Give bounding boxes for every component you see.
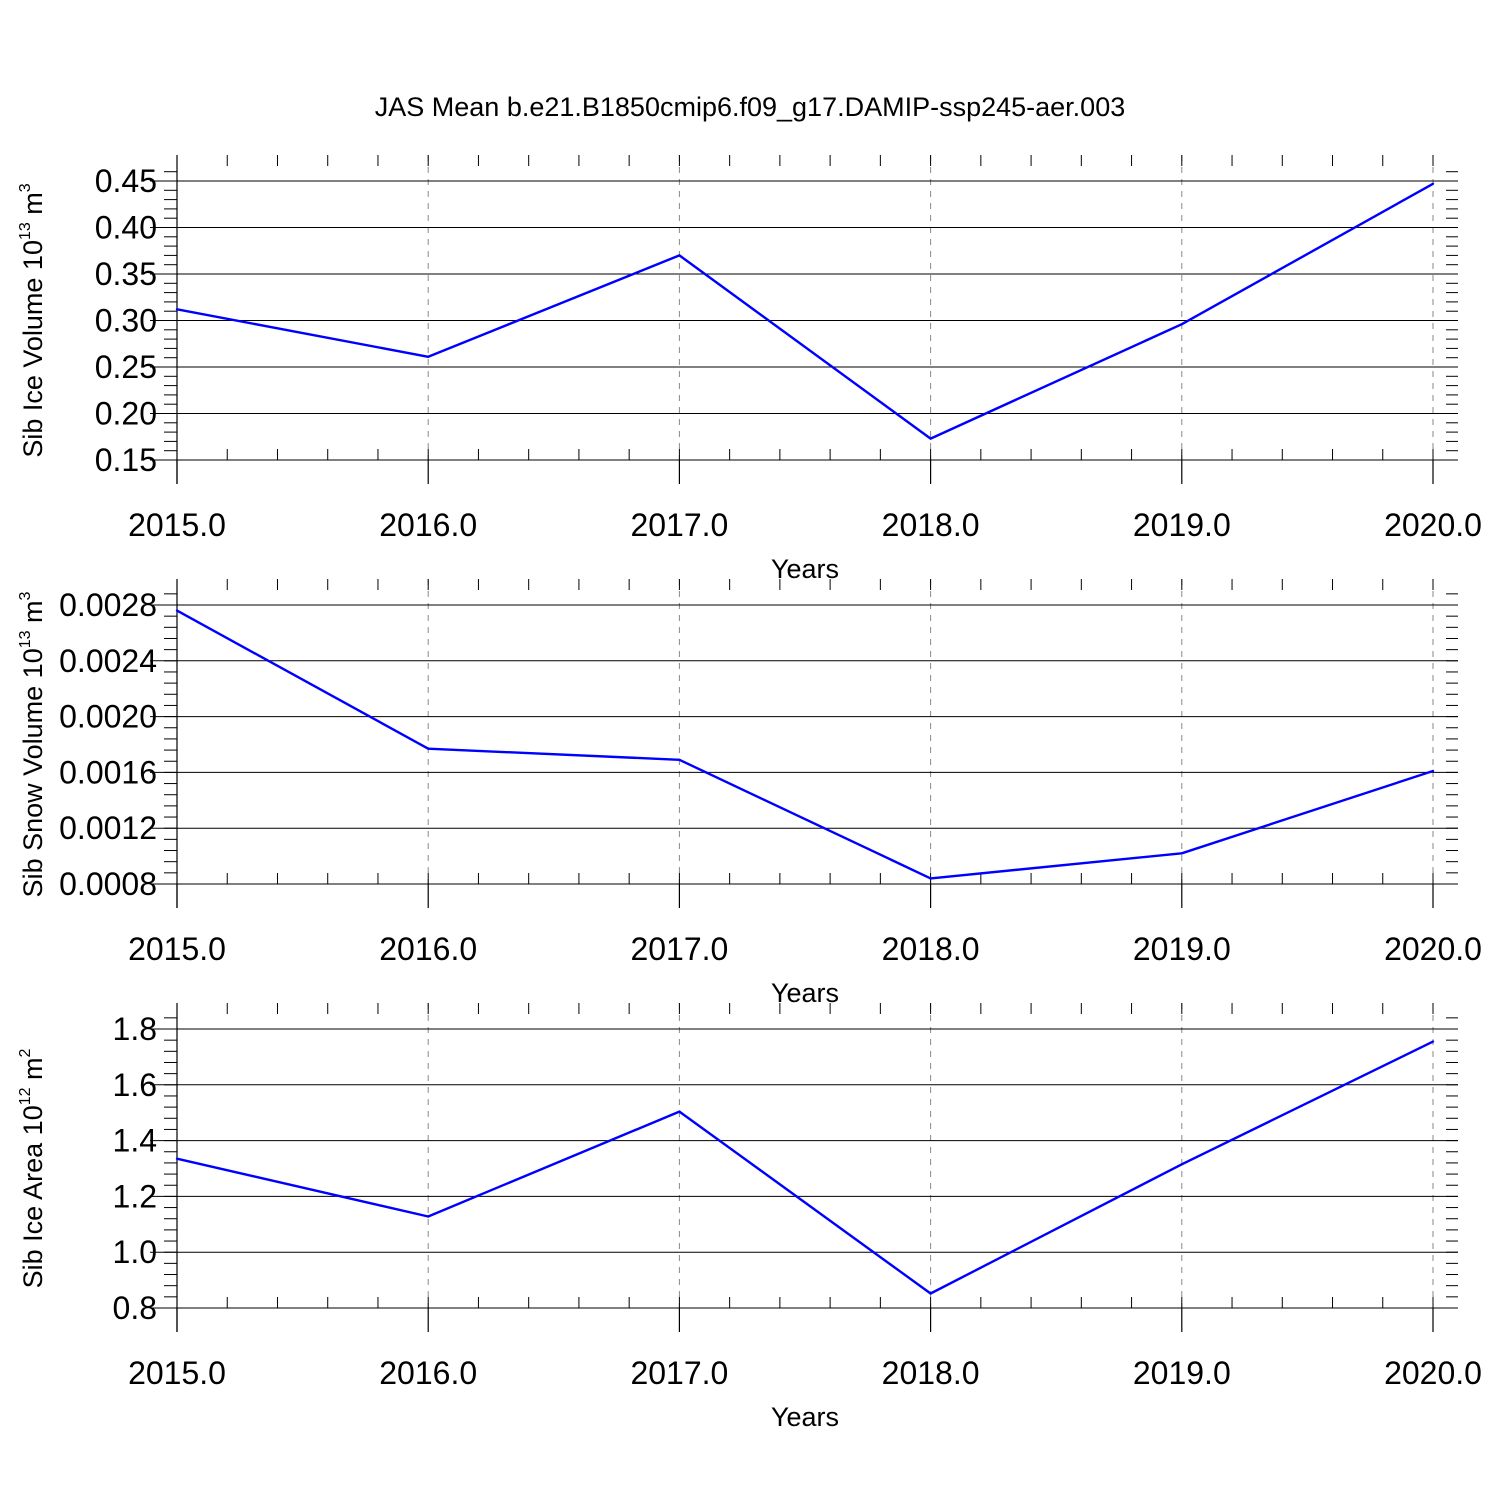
panel-3-x-tick-label: 2018.0 xyxy=(882,1355,980,1391)
panel-3-x-tick-label: 2019.0 xyxy=(1133,1355,1231,1391)
panel-1-x-tick-label: 2018.0 xyxy=(882,507,980,543)
panel-2-y-tick-label: 0.0012 xyxy=(59,810,157,846)
panel-1-data-point xyxy=(427,355,430,358)
panel-1-x-tick-label: 2016.0 xyxy=(379,507,477,543)
panel-1-data-point xyxy=(175,308,179,311)
panels: 0.15 0.20 0.25 0.30 0.35 0.40 0.45 2015.0 2016.0… xyxy=(17,155,1482,1432)
panel-1-data-point xyxy=(929,437,932,440)
panel-1-x-tick-label: 2019.0 xyxy=(1133,507,1231,543)
panel-3-x-tick-label: 2015.0 xyxy=(128,1355,226,1391)
panel-1-y-axis-label: Sib Ice Volume 1013 m3 xyxy=(17,183,48,457)
panel-2-y-tick-label: 0.0008 xyxy=(59,866,157,902)
panel-2-x-tick-label: 2015.0 xyxy=(128,931,226,967)
panel-2-y-tick-label: 0.0020 xyxy=(59,699,157,735)
panel-2-x-tick-label: 2020.0 xyxy=(1384,931,1482,967)
panel-2-data-point xyxy=(929,877,932,880)
panel-3-data-point xyxy=(678,1110,681,1113)
panel-1-data-point xyxy=(1431,182,1435,185)
panel-3-data-point xyxy=(175,1157,179,1160)
panel-2-series-line xyxy=(176,609,1434,880)
panel-2-data-point xyxy=(1180,852,1184,855)
panel-2: 0.0008 0.0012 0.0016 0.0020 0.0024 0.0028 2015… xyxy=(17,579,1482,1008)
panel-2-x-tick-label: 2016.0 xyxy=(379,931,477,967)
panel-1-x-tick-label: 2020.0 xyxy=(1384,507,1482,543)
panel-2-data-point xyxy=(175,609,179,612)
panel-1-x-tick-label: 2017.0 xyxy=(630,507,728,543)
chart-title: JAS Mean b.e21.B1850cmip6.f09_g17.DAMIP-… xyxy=(375,92,1125,122)
panel-3-x-tick-label: 2016.0 xyxy=(379,1355,477,1391)
panel-3-data-point xyxy=(1431,1040,1435,1043)
panel-2-y-tick-label: 0.0028 xyxy=(59,587,157,623)
panel-1-y-tick-label: 0.30 xyxy=(95,303,157,339)
panel-1-data-point xyxy=(1180,323,1184,326)
panel-1-y-tick-label: 0.35 xyxy=(95,256,157,292)
panel-3-data-point xyxy=(929,1292,932,1295)
panel-1-x-tick-label: 2015.0 xyxy=(128,507,226,543)
panel-1-y-tick-label: 0.15 xyxy=(95,442,157,478)
panel-2-data-point xyxy=(678,758,681,762)
panel-1-y-tick-label: 0.25 xyxy=(95,349,157,385)
panel-2-data-point xyxy=(427,747,430,750)
panel-3-y-tick-label: 1.8 xyxy=(113,1011,157,1047)
panel-2-x-tick-label: 2019.0 xyxy=(1133,931,1231,967)
panel-3-y-axis-label: Sib Ice Area 1012 m2 xyxy=(17,1048,48,1288)
panel-1-data-point xyxy=(678,254,681,257)
panel-2-x-axis-label: Years xyxy=(771,978,839,1008)
panel-3-x-tick-label: 2020.0 xyxy=(1384,1355,1482,1391)
panel-3-y-tick-label: 1.4 xyxy=(113,1123,157,1159)
panel-1-series-line xyxy=(176,182,1434,440)
panel-2-x-tick-label: 2018.0 xyxy=(882,931,980,967)
panel-3-series-line xyxy=(176,1040,1434,1295)
panel-2-x-tick-label: 2017.0 xyxy=(630,931,728,967)
panel-3-x-tick-label: 2017.0 xyxy=(630,1355,728,1391)
panel-1-y-tick-label: 0.45 xyxy=(95,163,157,199)
panel-2-data-point xyxy=(1431,769,1435,773)
panel-3-data-point xyxy=(1180,1163,1184,1166)
panel-2-y-tick-label: 0.0016 xyxy=(59,754,157,790)
panel-1-y-tick-label: 0.20 xyxy=(95,396,157,432)
panel-2-y-tick-label: 0.0024 xyxy=(59,643,157,679)
panel-3: 0.8 1.0 1.2 1.4 1.6 1.8 2015.0 2016.0 2017.0 2018… xyxy=(17,1003,1482,1432)
panel-1: 0.15 0.20 0.25 0.30 0.35 0.40 0.45 2015.0 2016.0… xyxy=(17,155,1482,584)
panel-3-y-tick-label: 1.2 xyxy=(113,1178,157,1214)
panel-3-y-tick-label: 1.6 xyxy=(113,1067,157,1103)
panel-1-x-axis-label: Years xyxy=(771,554,839,584)
panel-1-y-tick-label: 0.40 xyxy=(95,210,157,246)
panel-2-y-axis-label: Sib Snow Volume 1013 m3 xyxy=(17,591,48,897)
panel-3-x-axis-label: Years xyxy=(771,1402,839,1432)
panel-3-y-tick-label: 1.0 xyxy=(113,1234,157,1270)
panel-3-data-point xyxy=(427,1215,430,1218)
panel-3-y-tick-label: 0.8 xyxy=(113,1290,157,1326)
